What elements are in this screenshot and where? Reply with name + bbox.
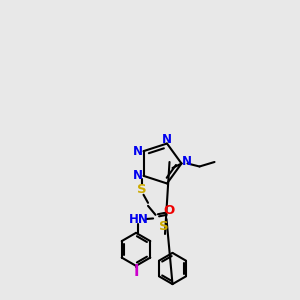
Text: S: S	[137, 183, 147, 196]
Text: N: N	[133, 169, 143, 182]
Text: I: I	[133, 264, 139, 279]
Text: N: N	[162, 133, 172, 146]
Text: N: N	[182, 154, 192, 168]
Text: HN: HN	[129, 213, 149, 226]
Text: N: N	[133, 145, 143, 158]
Text: O: O	[164, 204, 175, 217]
Text: S: S	[159, 220, 168, 233]
